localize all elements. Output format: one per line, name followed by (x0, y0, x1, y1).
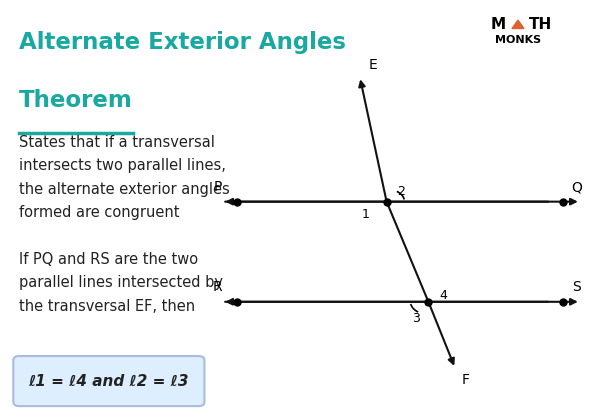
Text: ℓ1 = ℓ4 and ℓ2 = ℓ3: ℓ1 = ℓ4 and ℓ2 = ℓ3 (29, 373, 189, 388)
Text: 4: 4 (439, 289, 447, 302)
Text: R: R (213, 280, 223, 294)
Text: 2: 2 (398, 185, 406, 198)
Text: Alternate Exterior Angles: Alternate Exterior Angles (19, 31, 346, 54)
Text: E: E (368, 58, 377, 72)
Text: P: P (214, 180, 223, 194)
FancyBboxPatch shape (13, 356, 205, 406)
Text: States that if a transversal
intersects two parallel lines,
the alternate exteri: States that if a transversal intersects … (19, 135, 230, 220)
Text: 1: 1 (362, 207, 370, 220)
Text: TH: TH (529, 17, 552, 32)
Text: S: S (572, 280, 580, 294)
Polygon shape (512, 20, 524, 29)
Text: Theorem: Theorem (19, 89, 133, 112)
Text: Q: Q (572, 180, 583, 194)
Text: F: F (461, 373, 469, 387)
Text: If PQ and RS are the two
parallel lines intersected by
the transversal EF, then: If PQ and RS are the two parallel lines … (19, 252, 223, 313)
Text: 3: 3 (413, 312, 421, 325)
Text: M: M (491, 17, 506, 32)
Text: MONKS: MONKS (495, 35, 541, 45)
